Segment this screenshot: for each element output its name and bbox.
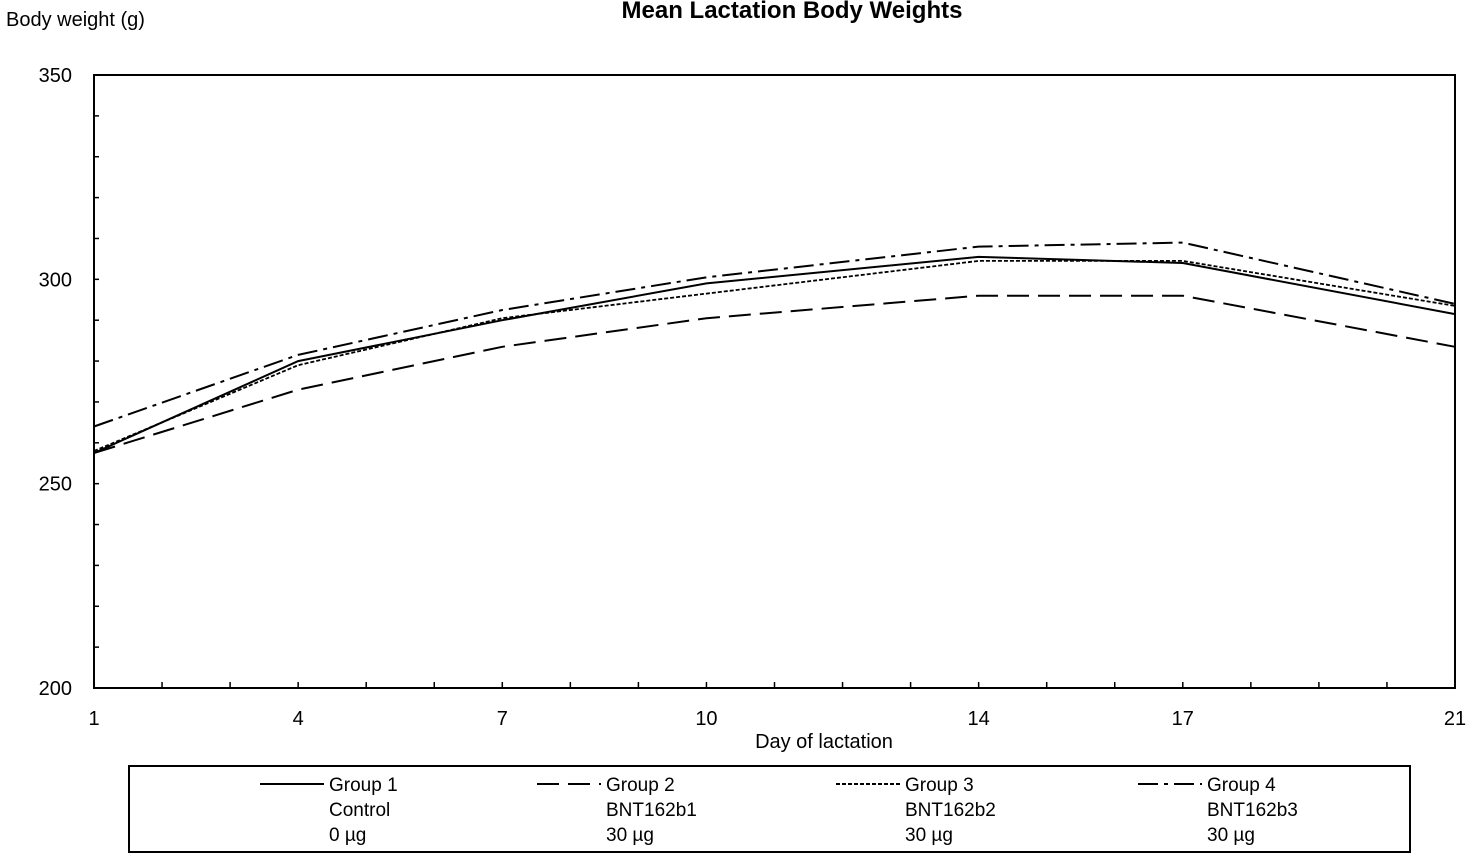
- x-tick-label: 7: [497, 708, 508, 730]
- x-tick-labels: 1 4 7 10 14 17 21: [88, 708, 1466, 730]
- legend-label-1-2: Control: [329, 800, 390, 821]
- legend-label-2-1: Group 2: [606, 775, 675, 796]
- legend-label-2-2: BNT162b1: [606, 800, 697, 821]
- x-tick-label: 17: [1172, 708, 1194, 730]
- legend-label-1-1: Group 1: [329, 775, 398, 796]
- y-axis-label: Body weight (g): [6, 9, 145, 31]
- series-line-4: [93, 241, 1456, 428]
- y-tick-label: 200: [39, 678, 72, 700]
- y-tick-labels: 200 250 300 350: [39, 65, 72, 700]
- x-tick-label: 10: [695, 708, 717, 730]
- legend-label-2-3: 30 µg: [606, 825, 654, 846]
- legend-label-4-1: Group 4: [1207, 775, 1276, 796]
- x-tick-label: 1: [88, 708, 99, 730]
- plot-area: [93, 74, 1456, 689]
- legend-label-4-3: 30 µg: [1207, 825, 1255, 846]
- series-line-2: [93, 294, 1456, 454]
- series-line-1: [93, 255, 1456, 454]
- y-tick-label: 250: [39, 474, 72, 496]
- y-tick-label: 300: [39, 269, 72, 291]
- legend: Group 1 Control 0 µg Group 2 BNT162b1 30 µg Gr…: [260, 775, 1298, 846]
- chart-title: Mean Lactation Body Weights: [622, 0, 963, 24]
- x-tick-label: 14: [968, 708, 990, 730]
- x-tick-label: 4: [293, 708, 304, 730]
- legend-label-3-2: BNT162b2: [905, 800, 996, 821]
- y-minor-ticks: [94, 115, 99, 648]
- series-line-3: [93, 259, 1456, 452]
- series-lines: [93, 241, 1456, 454]
- legend-label-3-1: Group 3: [905, 775, 974, 796]
- legend-label-4-2: BNT162b3: [1207, 800, 1298, 821]
- legend-label-3-3: 30 µg: [905, 825, 953, 846]
- x-tick-label: 21: [1444, 708, 1466, 730]
- x-minor-ticks: [161, 682, 1388, 688]
- legend-label-1-3: 0 µg: [329, 825, 366, 846]
- legend-box: [128, 765, 1411, 853]
- y-tick-label: 350: [39, 65, 72, 87]
- x-axis-label: Day of lactation: [755, 731, 893, 753]
